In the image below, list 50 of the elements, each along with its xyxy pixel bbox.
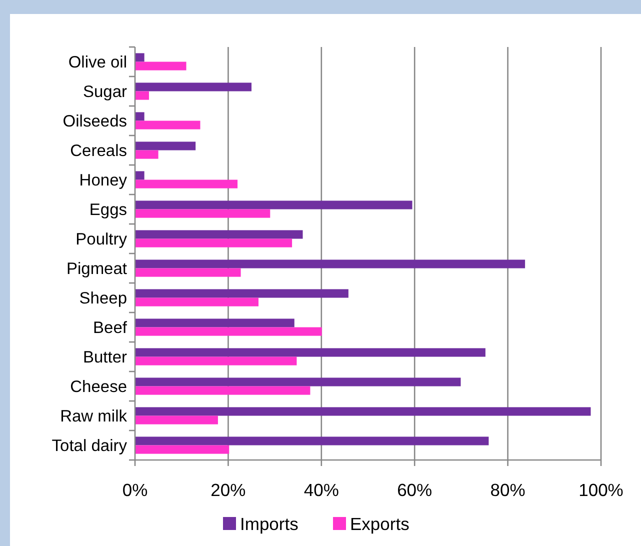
y-tick-label: Raw milk xyxy=(60,408,128,426)
legend-label: Exports xyxy=(350,514,410,534)
bar xyxy=(135,407,591,416)
y-tick-label: Pigmeat xyxy=(66,260,128,278)
bar xyxy=(135,209,270,218)
y-tick-label: Beef xyxy=(93,319,128,338)
bar xyxy=(135,289,348,298)
bar xyxy=(135,171,144,180)
y-tick-label: Cereals xyxy=(70,142,127,160)
y-tick-label: Eggs xyxy=(89,201,127,220)
bar xyxy=(135,378,461,386)
y-tick-label: Cheese xyxy=(70,378,127,396)
bar xyxy=(135,416,218,424)
bar xyxy=(135,298,258,306)
bar xyxy=(135,238,292,248)
x-tick-label: 20% xyxy=(210,480,246,500)
bar xyxy=(135,180,238,188)
bar xyxy=(135,150,158,159)
y-tick-label: Honey xyxy=(79,172,128,190)
legend-label: Imports xyxy=(240,514,299,534)
y-tick-label: Sheep xyxy=(79,290,127,308)
bar xyxy=(135,260,526,268)
bar xyxy=(135,62,186,70)
x-tick-label: 40% xyxy=(304,480,339,500)
bar xyxy=(135,200,412,210)
bar xyxy=(135,386,310,395)
bar xyxy=(135,82,252,92)
y-tick-label: Poultry xyxy=(76,230,128,249)
bar xyxy=(135,142,196,150)
bar xyxy=(135,445,230,454)
y-tick-label: Butter xyxy=(82,348,128,367)
bar xyxy=(135,112,144,121)
x-tick-label: 100% xyxy=(578,480,624,500)
bar xyxy=(135,436,489,446)
bar xyxy=(135,230,303,239)
bar xyxy=(135,120,200,130)
bar xyxy=(135,356,297,366)
bar xyxy=(135,318,294,328)
bar xyxy=(135,327,322,336)
y-tick-label: Sugar xyxy=(82,83,128,102)
bar xyxy=(135,268,241,277)
y-tick-label: Total dairy xyxy=(52,437,128,456)
x-tick-label: 80% xyxy=(490,480,526,500)
x-tick-label: 0% xyxy=(122,480,148,500)
y-tick-label: Olive oil xyxy=(68,54,127,72)
x-tick-label: 60% xyxy=(397,480,432,500)
bar xyxy=(135,348,486,357)
bar xyxy=(135,91,149,100)
y-tick-label: Oilseeds xyxy=(62,112,127,131)
bar xyxy=(135,53,144,62)
